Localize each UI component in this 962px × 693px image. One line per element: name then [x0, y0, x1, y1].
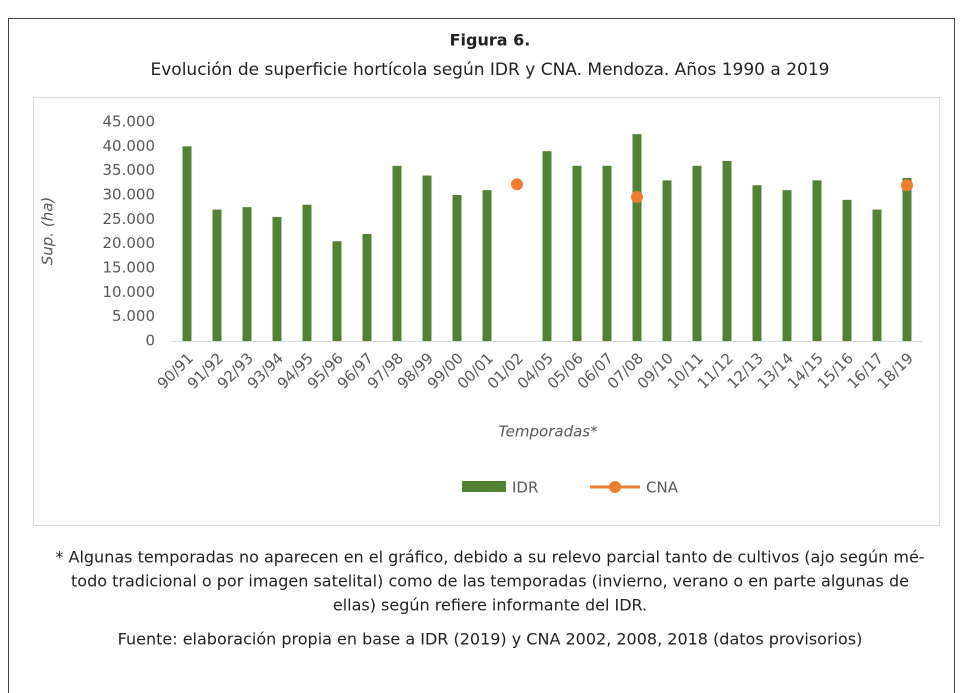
bar	[242, 207, 252, 341]
chart-frame	[33, 97, 940, 526]
bar	[422, 175, 432, 341]
y-tick-label: 10.000	[103, 283, 156, 301]
bar	[482, 190, 492, 341]
bar	[782, 190, 792, 341]
bar	[722, 160, 732, 341]
bar	[332, 241, 342, 341]
figure-frame	[8, 18, 955, 693]
bar	[842, 199, 852, 341]
marker	[901, 179, 913, 192]
bar	[752, 185, 762, 341]
bar	[542, 151, 552, 341]
figure-subtitle: Evolución de superficie hortícola según …	[151, 60, 830, 80]
source-note: Fuente: elaboración propia en base a IDR…	[118, 630, 863, 649]
bar	[692, 165, 702, 341]
y-tick-label: 15.000	[103, 259, 156, 277]
bar	[812, 180, 822, 341]
y-tick-label: 20.000	[103, 234, 156, 252]
footnote-line: * Algunas temporadas no aparecen en el g…	[55, 548, 924, 567]
marker	[631, 190, 643, 203]
bar	[182, 146, 192, 341]
legend-swatch	[462, 481, 506, 492]
y-tick-label: 30.000	[103, 186, 156, 204]
figure-title: Figura 6.	[450, 31, 531, 50]
bar	[392, 165, 402, 341]
bar	[212, 209, 222, 341]
footnote-line: ellas) según refiere informante del IDR.	[333, 596, 647, 615]
bar	[632, 134, 642, 341]
legend-swatch	[609, 481, 621, 493]
bar	[362, 233, 372, 341]
bar	[662, 180, 672, 341]
bar	[902, 177, 912, 341]
y-tick-label: 35.000	[103, 161, 156, 179]
y-tick-label: 45.000	[103, 113, 156, 131]
bar	[602, 165, 612, 341]
y-tick-label: 25.000	[103, 210, 156, 228]
marker	[511, 178, 523, 191]
bar	[272, 216, 282, 341]
y-tick-label: 0	[145, 332, 155, 350]
y-tick-label: 5.000	[112, 307, 155, 325]
y-tick-label: 40.000	[103, 137, 156, 155]
bar	[452, 195, 462, 341]
y-axis-label: Sup. (ha)	[39, 197, 57, 266]
legend-label: IDR	[512, 479, 538, 497]
footnote-line: todo tradicional o por imagen satelital)…	[71, 572, 909, 591]
legend-label: CNA	[646, 479, 679, 497]
bar	[572, 165, 582, 341]
bar	[302, 204, 312, 341]
bar	[872, 209, 882, 341]
x-axis-label: Temporadas*	[498, 423, 598, 441]
